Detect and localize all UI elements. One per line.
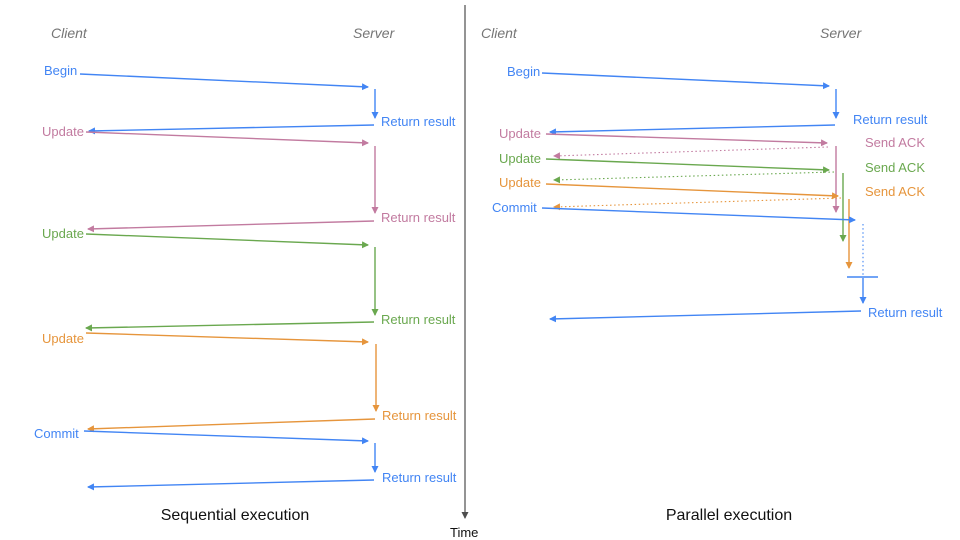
par-commit-label: Commit: [492, 200, 537, 215]
time-axis: Time: [450, 5, 478, 540]
par-server-header: Server: [820, 25, 863, 41]
seq-begin-label: Begin: [44, 63, 77, 78]
sequential-title: Sequential execution: [161, 507, 310, 524]
seq-server-header: Server: [353, 25, 396, 41]
par-update3-label: Update: [499, 175, 541, 190]
par-update1-request-arrow: [545, 133, 828, 147]
par-begin-label: Begin: [507, 64, 540, 79]
parallel-title: Parallel execution: [666, 507, 792, 524]
par-message-commit: Commit Return result: [492, 200, 943, 323]
par-begin-response-arrow: [549, 124, 836, 136]
time-axis-label: Time: [450, 525, 478, 540]
seq-commit-response-label: Return result: [382, 470, 457, 485]
sequential-diagram: Client Server Begin Return result Update…: [34, 25, 457, 524]
par-update1-ack-arrow: [553, 146, 829, 160]
par-begin-request-arrow: [541, 72, 830, 90]
seq-message-commit: Commit Return result: [34, 426, 457, 491]
seq-update3-response-label: Return result: [382, 408, 457, 423]
par-update2-label: Update: [499, 151, 541, 166]
par-message-update1: Update Send ACK: [499, 126, 925, 213]
seq-update2-label: Update: [42, 226, 84, 241]
seq-message-update3: Update Return result: [42, 331, 457, 433]
seq-update1-response-arrow: [87, 220, 375, 233]
seq-message-update1: Update Return result: [42, 124, 456, 233]
par-update1-ack-label: Send ACK: [865, 135, 925, 150]
seq-update1-label: Update: [42, 124, 84, 139]
seq-update3-response-arrow: [87, 418, 376, 433]
par-message-update3: Update Send ACK: [499, 175, 925, 269]
seq-update1-response-label: Return result: [381, 210, 456, 225]
par-commit-response-label: Return result: [868, 305, 943, 320]
par-update2-ack-arrow: [553, 171, 835, 184]
par-update2-request-arrow: [545, 158, 830, 174]
seq-commit-request-arrow: [83, 430, 369, 445]
par-update2-ack-label: Send ACK: [865, 160, 925, 175]
seq-begin-response-label: Return result: [381, 114, 456, 129]
par-message-update2: Update Send ACK: [499, 151, 925, 242]
par-begin-response-label: Return result: [853, 112, 928, 127]
seq-update2-request-arrow: [85, 233, 369, 249]
seq-commit-response-arrow: [87, 479, 375, 491]
seq-message-begin: Begin Return result: [44, 63, 456, 135]
seq-update1-request-arrow: [85, 131, 369, 147]
seq-update2-response-arrow: [85, 321, 375, 332]
seq-update2-response-label: Return result: [381, 312, 456, 327]
seq-message-update2: Update Return result: [42, 226, 456, 332]
par-update1-label: Update: [499, 126, 541, 141]
par-message-begin: Begin Return result: [507, 64, 928, 136]
seq-begin-request-arrow: [79, 73, 369, 91]
par-client-header: Client: [481, 25, 518, 41]
par-commit-response-arrow: [549, 310, 862, 323]
seq-commit-label: Commit: [34, 426, 79, 441]
seq-update3-label: Update: [42, 331, 84, 346]
seq-update3-request-arrow: [85, 332, 369, 346]
par-update3-ack-label: Send ACK: [865, 184, 925, 199]
parallel-diagram: Client Server Begin Return result Update…: [481, 25, 943, 524]
seq-begin-response-arrow: [88, 124, 375, 135]
seq-client-header: Client: [51, 25, 88, 41]
par-update3-ack-arrow: [553, 197, 842, 211]
par-update3-request-arrow: [545, 183, 839, 200]
par-commit-request-arrow: [541, 207, 856, 224]
